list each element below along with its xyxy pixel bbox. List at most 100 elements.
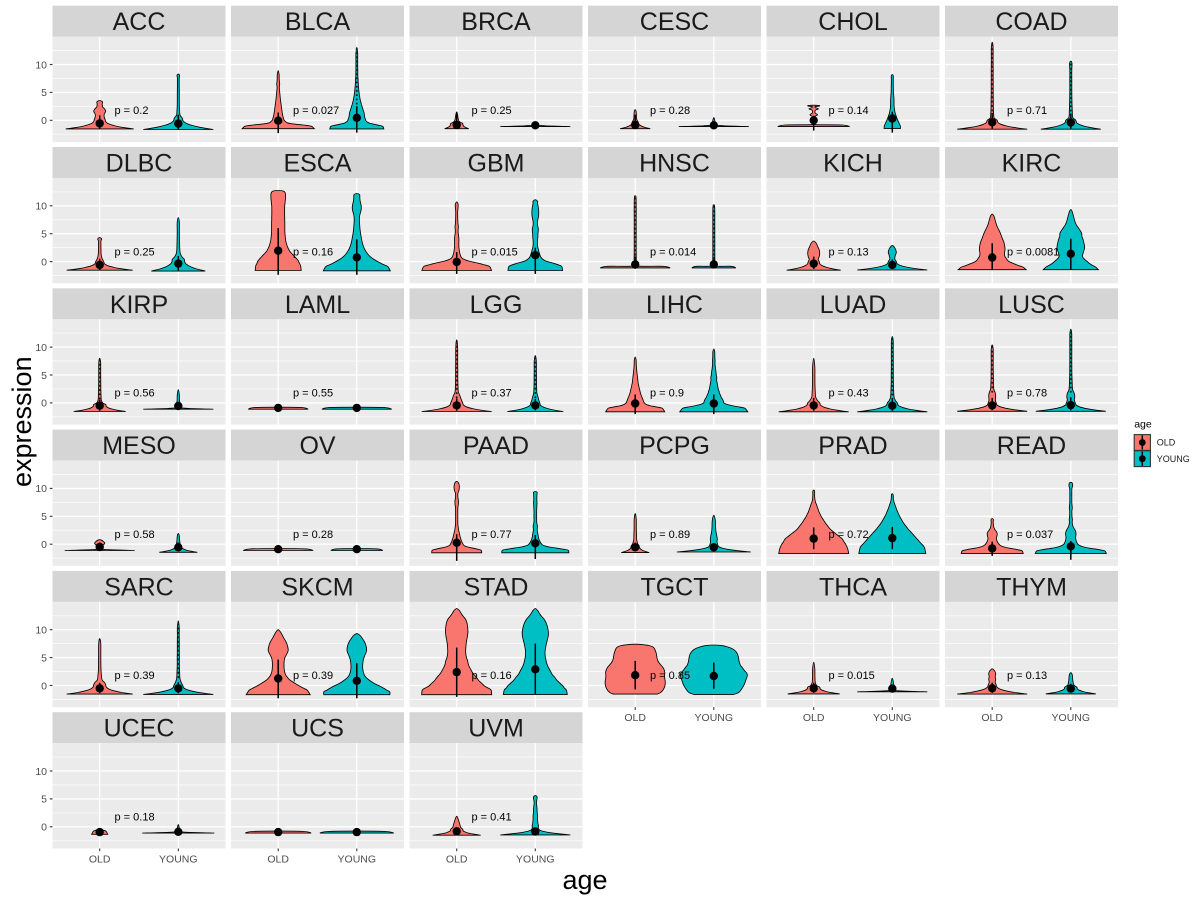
svg-text:LAML: LAML (285, 291, 350, 319)
svg-text:10: 10 (35, 483, 47, 495)
svg-text:p = 0.015: p = 0.015 (829, 670, 875, 682)
svg-text:p = 0.13: p = 0.13 (829, 246, 869, 258)
svg-text:YOUNG: YOUNG (1052, 712, 1091, 724)
svg-text:0: 0 (41, 398, 47, 410)
svg-text:ESCA: ESCA (283, 150, 351, 178)
svg-text:p = 0.16: p = 0.16 (472, 670, 512, 682)
svg-text:OLD: OLD (267, 854, 289, 866)
svg-text:p = 0.9: p = 0.9 (650, 388, 684, 400)
svg-text:ACC: ACC (113, 8, 166, 36)
svg-text:10: 10 (35, 766, 47, 778)
svg-text:0: 0 (41, 539, 47, 551)
svg-text:10: 10 (35, 201, 47, 213)
svg-text:expression: expression (7, 356, 37, 487)
svg-text:OLD: OLD (1157, 438, 1176, 448)
svg-text:p = 0.0081: p = 0.0081 (1007, 246, 1059, 258)
svg-text:p = 0.41: p = 0.41 (472, 812, 512, 824)
svg-text:UCS: UCS (291, 715, 344, 743)
svg-text:SKCM: SKCM (281, 573, 353, 601)
svg-text:KIRP: KIRP (110, 291, 168, 319)
svg-text:COAD: COAD (995, 8, 1067, 36)
svg-text:DLBC: DLBC (106, 150, 173, 178)
svg-text:p = 0.28: p = 0.28 (650, 105, 690, 117)
svg-text:OLD: OLD (446, 854, 468, 866)
svg-text:OLD: OLD (89, 854, 111, 866)
svg-text:BLCA: BLCA (285, 8, 351, 36)
svg-text:CESC: CESC (640, 8, 709, 36)
svg-text:p = 0.43: p = 0.43 (829, 388, 869, 400)
svg-text:p = 0.37: p = 0.37 (472, 388, 512, 400)
svg-text:READ: READ (997, 432, 1066, 460)
svg-text:YOUNG: YOUNG (159, 854, 198, 866)
svg-text:YOUNG: YOUNG (516, 854, 555, 866)
svg-text:MESO: MESO (102, 432, 176, 460)
svg-text:p = 0.28: p = 0.28 (293, 529, 333, 541)
svg-text:p = 0.015: p = 0.015 (472, 246, 518, 258)
svg-text:STAD: STAD (464, 573, 529, 601)
svg-text:LUAD: LUAD (820, 291, 887, 319)
svg-text:5: 5 (41, 229, 47, 241)
svg-text:OLD: OLD (981, 712, 1003, 724)
svg-text:p = 0.78: p = 0.78 (1007, 388, 1047, 400)
svg-text:0: 0 (41, 115, 47, 127)
svg-text:THCA: THCA (819, 573, 887, 601)
svg-text:0: 0 (41, 680, 47, 692)
svg-text:p = 0.39: p = 0.39 (115, 670, 155, 682)
svg-text:BRCA: BRCA (461, 8, 531, 36)
svg-text:p = 0.16: p = 0.16 (293, 246, 333, 258)
svg-text:age: age (1134, 419, 1152, 431)
svg-text:YOUNG: YOUNG (695, 712, 734, 724)
svg-text:UCEC: UCEC (104, 715, 175, 743)
svg-text:OLD: OLD (624, 712, 646, 724)
svg-text:p = 0.027: p = 0.027 (293, 105, 339, 117)
svg-text:p = 0.18: p = 0.18 (115, 812, 155, 824)
svg-text:p = 0.13: p = 0.13 (1007, 670, 1047, 682)
svg-text:p = 0.72: p = 0.72 (829, 529, 869, 541)
svg-text:5: 5 (41, 794, 47, 806)
svg-text:p = 0.25: p = 0.25 (472, 105, 512, 117)
svg-text:KIRC: KIRC (1002, 150, 1062, 178)
svg-text:PCPG: PCPG (639, 432, 710, 460)
svg-text:OV: OV (299, 432, 335, 460)
svg-text:5: 5 (41, 370, 47, 382)
svg-text:10: 10 (35, 625, 47, 637)
svg-text:PAAD: PAAD (463, 432, 529, 460)
svg-text:p = 0.89: p = 0.89 (650, 529, 690, 541)
svg-text:THYM: THYM (996, 573, 1067, 601)
svg-text:p = 0.14: p = 0.14 (829, 105, 869, 117)
svg-text:OLD: OLD (803, 712, 825, 724)
svg-text:TGCT: TGCT (640, 573, 708, 601)
svg-text:UVM: UVM (468, 715, 524, 743)
svg-text:0: 0 (41, 822, 47, 834)
svg-text:LIHC: LIHC (646, 291, 703, 319)
svg-text:p = 0.77: p = 0.77 (472, 529, 512, 541)
svg-text:p = 0.55: p = 0.55 (293, 388, 333, 400)
svg-text:GBM: GBM (468, 150, 525, 178)
svg-text:p = 0.85: p = 0.85 (650, 670, 690, 682)
svg-text:CHOL: CHOL (818, 8, 888, 36)
svg-text:HNSC: HNSC (639, 150, 710, 178)
svg-text:5: 5 (41, 87, 47, 99)
svg-text:p = 0.037: p = 0.037 (1007, 529, 1053, 541)
svg-text:p = 0.56: p = 0.56 (115, 388, 155, 400)
svg-text:10: 10 (35, 59, 47, 71)
svg-text:age: age (562, 865, 607, 895)
svg-text:SARC: SARC (104, 573, 173, 601)
svg-text:YOUNG: YOUNG (873, 712, 912, 724)
svg-text:LGG: LGG (470, 291, 523, 319)
svg-text:KICH: KICH (823, 150, 883, 178)
svg-text:p = 0.58: p = 0.58 (115, 529, 155, 541)
svg-text:0: 0 (41, 256, 47, 268)
svg-text:YOUNG: YOUNG (338, 854, 377, 866)
svg-text:YOUNG: YOUNG (1157, 454, 1190, 464)
svg-text:p = 0.2: p = 0.2 (115, 105, 149, 117)
svg-text:LUSC: LUSC (998, 291, 1065, 319)
svg-text:p = 0.39: p = 0.39 (293, 670, 333, 682)
svg-text:PRAD: PRAD (818, 432, 887, 460)
svg-text:p = 0.014: p = 0.014 (650, 246, 696, 258)
svg-text:p = 0.25: p = 0.25 (115, 246, 155, 258)
svg-text:p = 0.71: p = 0.71 (1007, 105, 1047, 117)
svg-text:5: 5 (41, 511, 47, 523)
svg-text:5: 5 (41, 652, 47, 664)
svg-text:10: 10 (35, 342, 47, 354)
